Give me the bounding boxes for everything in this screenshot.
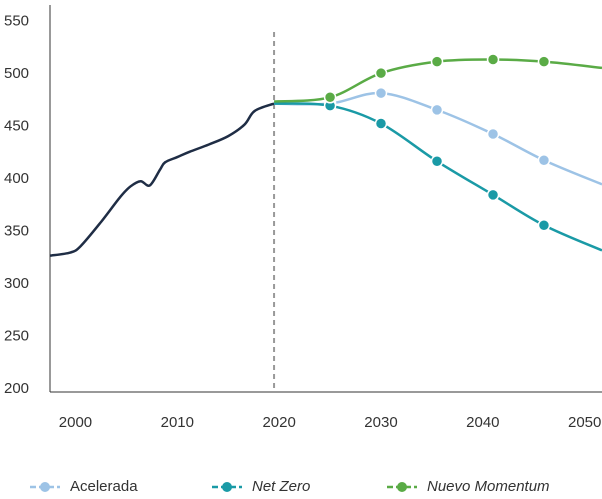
y-tick-label: 250 bbox=[4, 327, 29, 344]
legend-label: Nuevo Momentum bbox=[427, 478, 550, 495]
marker bbox=[323, 91, 337, 104]
x-tick-label: 2010 bbox=[161, 414, 194, 431]
y-tick-label: 500 bbox=[4, 65, 29, 82]
marker bbox=[430, 155, 444, 168]
y-tick-label: 300 bbox=[4, 275, 29, 292]
marker bbox=[537, 153, 551, 167]
x-tick-label: 2050 bbox=[568, 414, 601, 431]
y-tick-label: 450 bbox=[4, 118, 29, 135]
legend-label: Net Zero bbox=[252, 478, 310, 495]
legend-swatch bbox=[397, 482, 407, 492]
marker bbox=[374, 66, 388, 80]
marker bbox=[537, 218, 551, 232]
x-tick-label: 2020 bbox=[262, 414, 295, 431]
legend-swatch bbox=[40, 482, 50, 492]
marker bbox=[486, 188, 500, 202]
line bbox=[274, 102, 602, 252]
x-tick-label: 2040 bbox=[466, 414, 499, 431]
x-tick-label: 2030 bbox=[364, 414, 397, 431]
line bbox=[49, 102, 275, 257]
y-tick-label: 200 bbox=[4, 380, 29, 397]
marker bbox=[486, 127, 500, 141]
marker bbox=[430, 55, 444, 68]
legend-label: Acelerada bbox=[70, 478, 138, 495]
y-tick-label: 400 bbox=[4, 170, 29, 187]
marker bbox=[374, 117, 388, 130]
marker bbox=[486, 53, 500, 66]
legend-swatch bbox=[222, 482, 232, 492]
y-tick-label: 550 bbox=[4, 13, 29, 30]
marker bbox=[374, 86, 388, 100]
marker bbox=[430, 103, 444, 117]
x-tick-label: 2000 bbox=[59, 414, 92, 431]
y-tick-label: 350 bbox=[4, 223, 29, 240]
marker bbox=[537, 55, 551, 68]
